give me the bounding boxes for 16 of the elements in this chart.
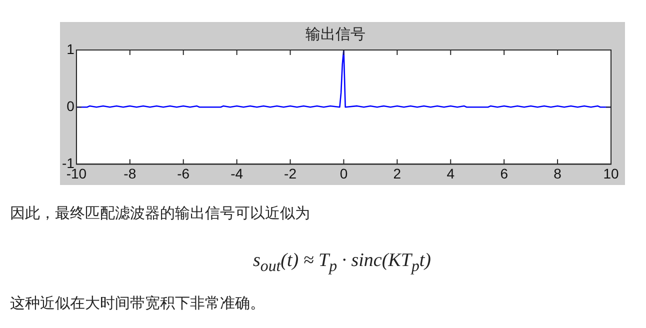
text: s$_{out}$(t) ≈ T$_{p}$ · sinc(KT$_{p}$t): [253, 250, 431, 276]
x-tick-label: 4: [446, 165, 455, 182]
x-tick-label: 0: [340, 165, 348, 182]
x-tick-label: 8: [554, 165, 562, 182]
text: 因此，最终匹配滤波器的输出信号可以近似为: [10, 204, 310, 223]
y-tick-label: 1: [66, 40, 75, 57]
x-tick-label: 2: [393, 165, 402, 182]
x-tick-label: 10: [603, 165, 619, 182]
chart-title: 输出信号: [306, 24, 366, 43]
x-tick-label: -8: [124, 165, 136, 182]
y-tick-label: 0: [66, 98, 75, 114]
text: 这种近似在大时间带宽积下非常准确。: [10, 294, 265, 313]
x-tick-label: -6: [177, 165, 190, 182]
x-tick-label: -2: [284, 165, 297, 182]
x-tick-label: -4: [230, 165, 244, 182]
x-tick-label: 6: [500, 165, 508, 182]
